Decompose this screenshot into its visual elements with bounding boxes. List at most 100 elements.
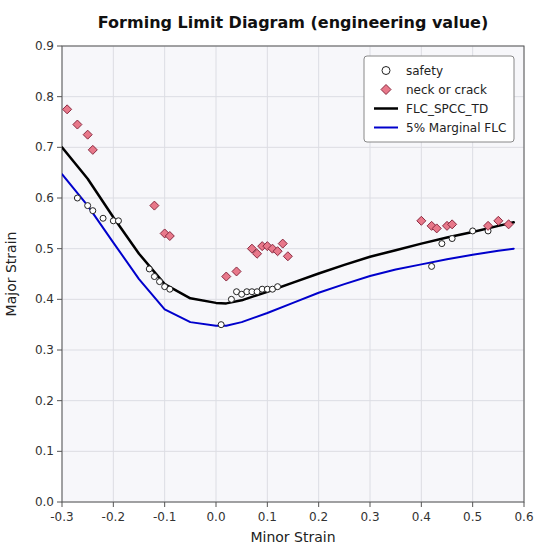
point-diamond — [417, 216, 426, 225]
plot-background — [62, 46, 524, 502]
tick-label: 0.6 — [514, 510, 533, 524]
tick — [62, 502, 63, 507]
legend-label: 5% Marginal FLC — [406, 121, 506, 135]
legend-swatch — [374, 127, 398, 129]
lines — [62, 147, 514, 325]
grid-line — [62, 147, 524, 148]
title: Forming Limit Diagram (engineering value… — [98, 13, 488, 32]
point-circle — [100, 215, 106, 221]
tick-label: 0.5 — [463, 510, 482, 524]
tick-label: 0.8 — [35, 90, 54, 104]
point-diamond — [504, 220, 513, 229]
point-circle — [449, 236, 455, 242]
tick-label: 0.3 — [360, 510, 379, 524]
point-diamond — [88, 145, 97, 154]
point-diamond — [222, 272, 231, 281]
tick — [57, 198, 62, 199]
tick-label: 0.3 — [35, 343, 54, 357]
tick — [57, 502, 62, 503]
point-diamond — [432, 224, 441, 233]
tick — [216, 502, 217, 507]
point-diamond — [494, 216, 503, 225]
point-diamond — [150, 201, 159, 210]
grid-line — [113, 46, 114, 502]
tick — [113, 502, 114, 507]
tick-label: 0.4 — [35, 292, 54, 306]
tick-label: 0.7 — [35, 140, 54, 154]
point-diamond — [484, 221, 493, 230]
tick — [57, 46, 62, 47]
point-circle — [115, 218, 121, 224]
point-circle — [151, 274, 157, 280]
tick-label: 0.9 — [35, 39, 54, 53]
point-diamond — [253, 249, 262, 258]
grid-line — [62, 451, 524, 452]
tick — [57, 299, 62, 300]
tick — [524, 502, 525, 507]
point-circle — [275, 284, 281, 290]
point-diamond — [165, 232, 174, 241]
tick-label: 0.4 — [412, 510, 431, 524]
grid-line — [62, 350, 524, 351]
chart: -0.3 -0.2 -0.1 0.0 0.1 0.2 0.3 0.4 0.5 0.6 0.0 0.1 0… — [0, 0, 542, 554]
grid-line — [164, 46, 165, 502]
point-circle — [85, 203, 91, 209]
tick-label: -0.2 — [102, 510, 125, 524]
point-diamond — [273, 247, 282, 256]
tick-label: 0.1 — [35, 444, 54, 458]
grid-line — [267, 46, 268, 502]
legend-label: neck or crack — [406, 83, 487, 97]
grid-line — [62, 299, 524, 300]
tick-label: -0.3 — [50, 510, 73, 524]
grid — [62, 46, 524, 502]
tick-label: -0.1 — [153, 510, 176, 524]
grid-line — [216, 46, 217, 502]
point-circle — [470, 228, 476, 234]
point-circle — [167, 286, 173, 292]
tick — [57, 451, 62, 452]
tick — [318, 502, 319, 507]
tick — [472, 502, 473, 507]
legend-label: safety — [406, 64, 443, 78]
grid-line — [62, 198, 524, 199]
tick — [267, 502, 268, 507]
axes: -0.3 -0.2 -0.1 0.0 0.1 0.2 0.3 0.4 0.5 0.6 0.0 0.1 0… — [35, 39, 534, 524]
tick — [57, 96, 62, 97]
point-diamond — [73, 120, 82, 129]
tick — [164, 502, 165, 507]
point-diamond — [63, 105, 72, 114]
tick — [57, 400, 62, 401]
tick — [57, 350, 62, 351]
point-diamond — [232, 267, 241, 276]
tick-label: 0.1 — [258, 510, 277, 524]
tick — [57, 248, 62, 249]
line — [62, 174, 514, 325]
legend-swatch — [381, 85, 391, 95]
tick-label: 0.6 — [35, 191, 54, 205]
point-circle — [429, 263, 435, 269]
tick-label: 0.2 — [35, 394, 54, 408]
legend: safety neck or crack FLC_SPCC_TD 5% Margina… — [364, 56, 514, 142]
tick-label: 0.0 — [206, 510, 225, 524]
tick — [421, 502, 422, 507]
point-circle — [439, 241, 445, 247]
tick — [370, 502, 371, 507]
point-diamond — [448, 220, 457, 229]
point-circle — [228, 296, 234, 302]
y-axis-label: Major Strain — [3, 232, 19, 317]
point-circle — [90, 208, 96, 214]
point-diamond — [83, 130, 92, 139]
point-circle — [74, 195, 80, 201]
tick-label: 0.0 — [35, 495, 54, 509]
legend-swatch — [382, 67, 390, 75]
grid-line — [62, 400, 524, 401]
legend-swatch — [374, 107, 398, 110]
point-diamond — [283, 252, 292, 261]
tick-label: 0.5 — [35, 242, 54, 256]
point-circle — [218, 322, 224, 328]
tick-label: 0.2 — [309, 510, 328, 524]
legend-label: FLC_SPCC_TD — [406, 102, 488, 116]
point-circle — [146, 266, 152, 272]
tick — [57, 147, 62, 148]
legend-box — [364, 56, 514, 142]
